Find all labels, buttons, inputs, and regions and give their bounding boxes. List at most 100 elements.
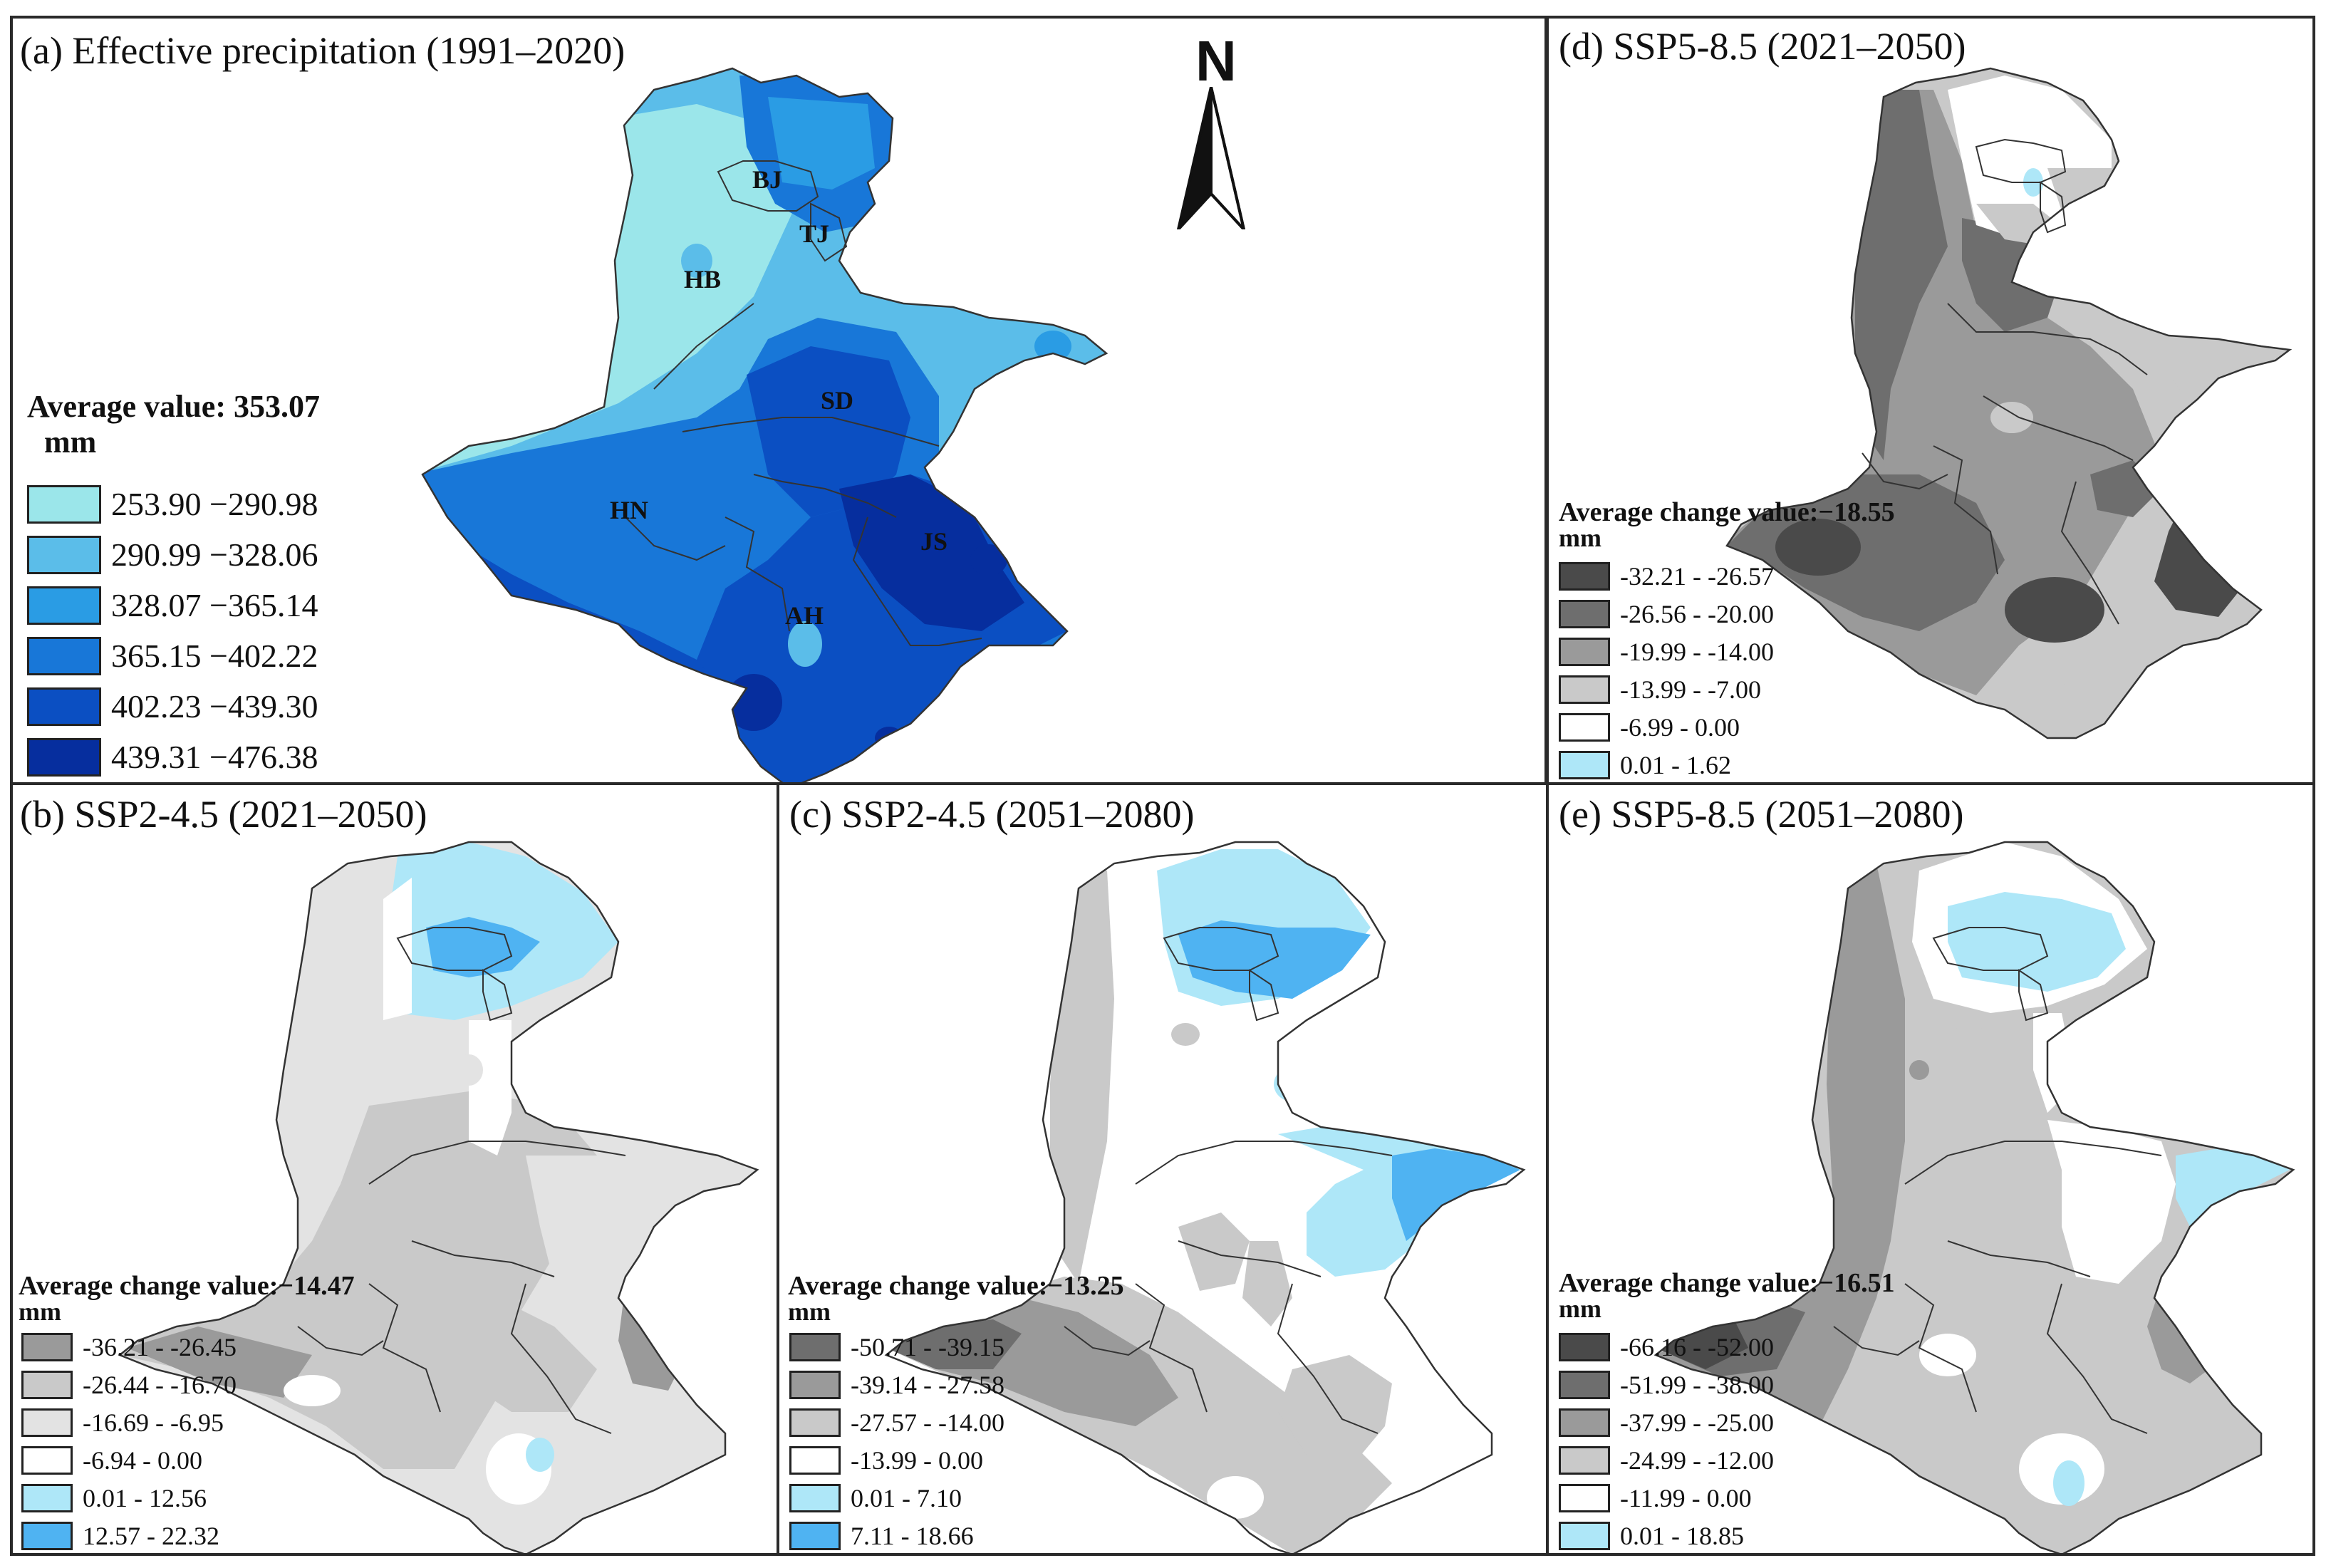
legend: -50.71 - -39.15 -39.14 - -27.58 -27.57 -… <box>789 1328 1004 1553</box>
legend-swatch <box>789 1370 841 1399</box>
panel-d: (d) SSP5-8.5 (2021–2050) <box>1546 16 2315 785</box>
legend-swatch <box>21 1483 73 1512</box>
legend-row: 402.23 −439.30 <box>27 681 318 732</box>
legend-row: -27.57 - -14.00 <box>789 1403 1004 1441</box>
legend-swatch <box>1559 1483 1610 1512</box>
province-label: BJ <box>752 165 782 194</box>
panel-d-map <box>1725 67 2291 739</box>
legend-swatch <box>1559 599 1610 628</box>
legend: -66.16 - -52.00 -51.99 - -38.00 -37.99 -… <box>1559 1328 1774 1553</box>
legend-label: 0.01 - 12.56 <box>83 1483 207 1512</box>
legend-label: -27.57 - -14.00 <box>851 1408 1004 1437</box>
province-label: TJ <box>799 219 829 248</box>
legend-row: -50.71 - -39.15 <box>789 1328 1004 1366</box>
legend-label: 290.99 −328.06 <box>111 536 318 573</box>
legend-label: -6.94 - 0.00 <box>83 1445 202 1475</box>
legend-swatch <box>1559 1521 1610 1550</box>
legend-swatch <box>789 1408 841 1437</box>
north-arrow-icon <box>1176 87 1246 229</box>
legend-swatch <box>1559 1445 1610 1475</box>
legend-row: -6.94 - 0.00 <box>21 1441 237 1479</box>
legend-label: -19.99 - -14.00 <box>1620 637 1774 666</box>
legend-row: -39.14 - -27.58 <box>789 1366 1004 1403</box>
legend-label: -36.21 - -26.45 <box>83 1332 237 1361</box>
panel-d-title: (d) SSP5-8.5 (2021–2050) <box>1559 25 1966 68</box>
legend-swatch <box>21 1408 73 1437</box>
panel-a-map: BJ TJ HB SD HN JS AH <box>421 67 1108 782</box>
legend-label: -32.21 - -26.57 <box>1620 561 1774 591</box>
legend-title: Average change value:−14.47 mm <box>19 1270 355 1328</box>
legend-title: Average change value:−16.51 mm <box>1559 1267 1895 1325</box>
province-label: AH <box>785 601 824 630</box>
legend-swatch <box>1559 712 1610 742</box>
legend-row: -32.21 - -26.57 <box>1559 557 1774 595</box>
legend-row: -51.99 - -38.00 <box>1559 1366 1774 1403</box>
panel-b-map <box>118 841 759 1553</box>
panel-a-title: (a) Effective precipitation (1991–2020) <box>20 29 625 72</box>
legend-label: -24.99 - -12.00 <box>1620 1445 1774 1475</box>
legend-label: 0.01 - 7.10 <box>851 1483 962 1512</box>
legend-label: 0.01 - 18.85 <box>1620 1521 1744 1550</box>
legend-swatch <box>1559 675 1610 704</box>
legend-swatch <box>27 737 101 777</box>
legend-row: -19.99 - -14.00 <box>1559 633 1774 670</box>
legend-row: -37.99 - -25.00 <box>1559 1403 1774 1441</box>
legend-swatch <box>789 1445 841 1475</box>
legend-title-line1: Average change value:−13.25 <box>788 1271 1124 1301</box>
panel-c: (c) SSP2-4.5 (2051–2080) <box>777 782 1549 1556</box>
legend-title-line2: mm <box>788 1297 831 1326</box>
legend-title: Average change value:−13.25 mm <box>788 1270 1124 1328</box>
legend-swatch <box>27 636 101 675</box>
legend-label: 0.01 - 1.62 <box>1620 750 1731 779</box>
legend-label: 328.07 −365.14 <box>111 587 318 623</box>
legend-swatch <box>21 1445 73 1475</box>
panel-b-title: (b) SSP2-4.5 (2021–2050) <box>20 793 427 836</box>
legend-row: -36.21 - -26.45 <box>21 1328 237 1366</box>
province-label: HN <box>610 496 648 524</box>
legend-swatch <box>21 1370 73 1399</box>
province-label: HB <box>684 265 721 294</box>
legend-row: -26.44 - -16.70 <box>21 1366 237 1403</box>
legend-label: 7.11 - 18.66 <box>851 1521 974 1550</box>
province-label: SD <box>821 386 853 415</box>
legend-row: 253.90 −290.98 <box>27 479 318 529</box>
legend-label: -16.69 - -6.95 <box>83 1408 224 1437</box>
legend-swatch <box>789 1332 841 1361</box>
legend-swatch <box>27 535 101 574</box>
legend-swatch <box>789 1521 841 1550</box>
legend-title-line2: mm <box>1559 524 1601 552</box>
legend-label: -26.44 - -16.70 <box>83 1370 237 1399</box>
legend-row: -66.16 - -52.00 <box>1559 1328 1774 1366</box>
legend-row: 0.01 - 7.10 <box>789 1479 1004 1517</box>
legend-label: -66.16 - -52.00 <box>1620 1332 1774 1361</box>
panel-c-title: (c) SSP2-4.5 (2051–2080) <box>789 793 1195 836</box>
legend-label: 439.31 −476.38 <box>111 739 318 775</box>
legend-label: 402.23 −439.30 <box>111 688 318 725</box>
legend-label: 12.57 - 22.32 <box>83 1521 219 1550</box>
legend-label: 253.90 −290.98 <box>111 486 318 522</box>
north-label: N <box>1195 29 1237 93</box>
legend-swatch <box>1559 1332 1610 1361</box>
legend-swatch <box>27 586 101 625</box>
legend: -36.21 - -26.45 -26.44 - -16.70 -16.69 -… <box>21 1328 237 1553</box>
legend-swatch <box>1559 1370 1610 1399</box>
legend-title: Average value: 353.07 mm <box>27 389 320 460</box>
legend-row: -16.69 - -6.95 <box>21 1403 237 1441</box>
legend-row: 0.01 - 1.62 <box>1559 746 1774 782</box>
legend-label: -26.56 - -20.00 <box>1620 599 1774 628</box>
legend-row: 12.57 - 22.32 <box>21 1517 237 1553</box>
legend-label: -39.14 - -27.58 <box>851 1370 1004 1399</box>
legend-label: -13.99 - -7.00 <box>1620 675 1761 704</box>
legend-swatch <box>1559 750 1610 779</box>
legend-swatch <box>1559 637 1610 666</box>
legend-row: 0.01 - 12.56 <box>21 1479 237 1517</box>
legend-swatch <box>21 1332 73 1361</box>
legend-swatch <box>21 1521 73 1550</box>
legend-title-line1: Average value: 353.07 <box>27 389 320 424</box>
legend-title: Average change value:−18.55 mm <box>1559 496 1895 554</box>
legend-row: 290.99 −328.06 <box>27 529 318 580</box>
legend-row: 439.31 −476.38 <box>27 732 318 782</box>
legend-row: -6.99 - 0.00 <box>1559 708 1774 746</box>
legend-title-line2: mm <box>19 1297 61 1326</box>
legend-swatch <box>789 1483 841 1512</box>
